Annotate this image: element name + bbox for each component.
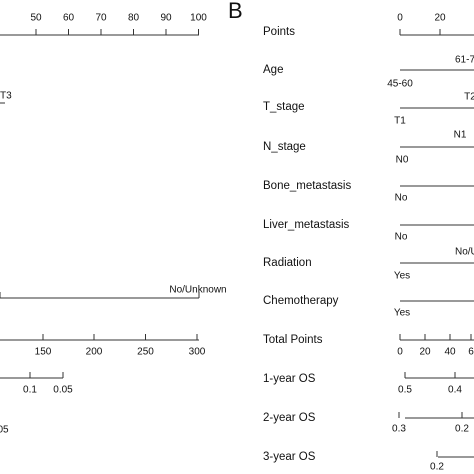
tick-label: 20: [419, 347, 431, 358]
row-label: Radiation: [263, 257, 312, 269]
tick-label: 0: [397, 13, 403, 24]
level: N0: [396, 155, 409, 166]
level: 45-60: [387, 79, 413, 90]
level: T2: [464, 92, 474, 103]
tick-label: 6: [468, 347, 474, 358]
tick-label: 0.4: [448, 385, 462, 396]
level: T1: [394, 116, 406, 127]
row-label: Bone_metastasis: [263, 180, 351, 192]
row-label: Points: [263, 26, 295, 38]
tick-label: 0.05: [53, 385, 73, 396]
row-label: Liver_metastasis: [263, 219, 350, 231]
tick-label: 05: [0, 425, 9, 436]
row-label: 2-year OS: [263, 412, 316, 424]
level: No/Un: [455, 247, 474, 258]
row-label: N_stage: [263, 141, 306, 153]
tick-label: 90: [160, 13, 172, 24]
level: N1: [454, 130, 467, 141]
level: Yes: [394, 271, 410, 282]
tick-label: 100: [190, 13, 207, 24]
tick-label: 60: [63, 13, 75, 24]
tick-label: 80: [128, 13, 140, 24]
tick-label: 0.5: [398, 385, 412, 396]
row-label: 1-year OS: [263, 373, 316, 385]
row-label: T_stage: [263, 101, 305, 113]
level: 61-7: [455, 55, 474, 66]
tick-label: 250: [137, 347, 154, 358]
level: Yes: [394, 308, 410, 319]
level: No: [395, 232, 408, 243]
tick-label: 50: [30, 13, 42, 24]
label: T3: [0, 91, 12, 102]
tick-label: 20: [434, 13, 446, 24]
tick-label: 300: [189, 347, 206, 358]
row-label: 3-year OS: [263, 451, 316, 463]
row-label: Chemotherapy: [263, 295, 339, 307]
tick-label: 0.2: [455, 424, 469, 435]
tick-label: 0.2: [430, 462, 444, 473]
tick-label: 70: [95, 13, 107, 24]
tick-label: 0: [397, 347, 403, 358]
tick-label: 0.3: [392, 424, 406, 435]
tick-label: 150: [35, 347, 52, 358]
tick-label: 200: [86, 347, 103, 358]
row-label: Age: [263, 64, 283, 76]
panel-letter: B: [228, 0, 243, 23]
label: No/Unknown: [169, 285, 226, 296]
row-label: Total Points: [263, 334, 323, 346]
level: No: [395, 193, 408, 204]
tick-label: 0.1: [23, 385, 37, 396]
tick-label: 40: [444, 347, 456, 358]
